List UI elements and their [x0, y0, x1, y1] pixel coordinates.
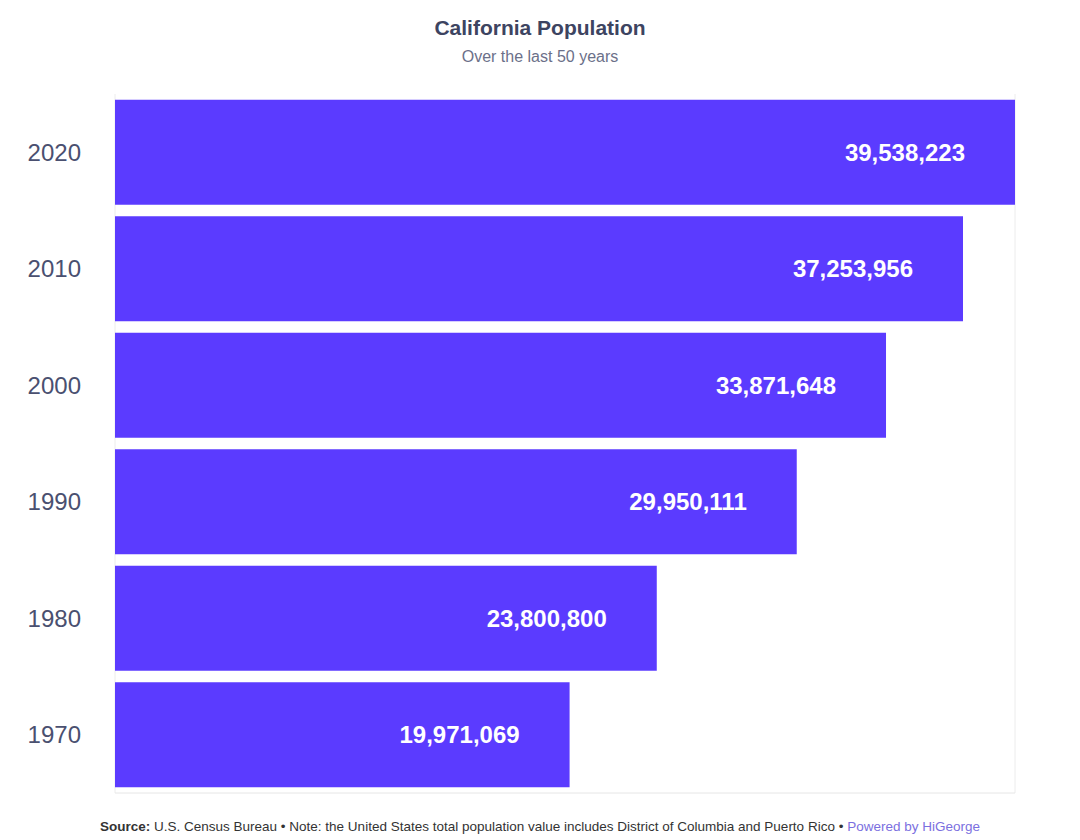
- svg-text:19,971,069: 19,971,069: [399, 721, 519, 748]
- svg-text:39,538,223: 39,538,223: [845, 139, 965, 166]
- html-text:California Population: California Population: [434, 16, 646, 39]
- html-text:Source: U.S. Census Bureau • N: Source: U.S. Census Bureau • Note: the U…: [100, 819, 980, 834]
- svg-text:2010: 2010: [28, 255, 81, 282]
- svg-text:37,253,956: 37,253,956: [793, 255, 913, 282]
- svg-text:2000: 2000: [28, 372, 81, 399]
- svg-text:2020: 2020: [28, 139, 81, 166]
- svg-text:29,950,111: 29,950,111: [629, 488, 746, 515]
- svg-text:1980: 1980: [28, 605, 81, 632]
- svg-text:23,800,800: 23,800,800: [487, 605, 607, 632]
- svg-text:1990: 1990: [28, 488, 81, 515]
- svg-text:1970: 1970: [28, 721, 81, 748]
- html-text:Over the last 50 years: Over the last 50 years: [461, 48, 619, 65]
- svg-text:33,871,648: 33,871,648: [716, 372, 836, 399]
